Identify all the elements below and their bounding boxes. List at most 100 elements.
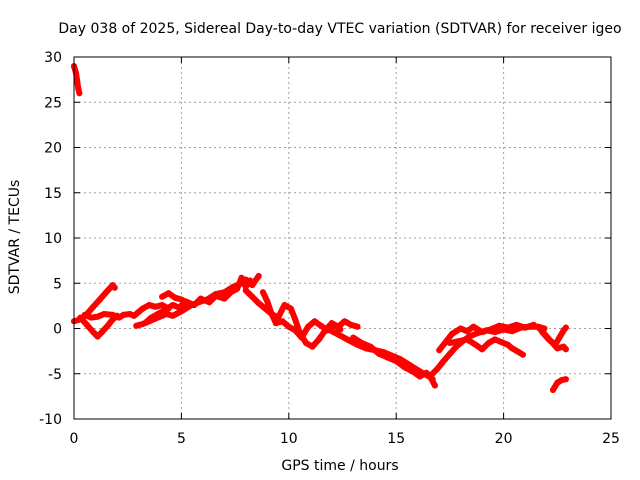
data-point — [292, 316, 299, 323]
data-point — [287, 305, 294, 312]
data-point — [281, 302, 288, 308]
data-point — [348, 321, 355, 328]
data-point — [401, 364, 408, 371]
data-point — [264, 298, 271, 305]
data-point — [446, 340, 453, 346]
y-tick-label: 20 — [44, 141, 62, 157]
data-point — [464, 336, 471, 343]
data-point — [305, 323, 312, 330]
data-point — [492, 336, 498, 343]
data-point — [75, 85, 82, 92]
data-point — [172, 294, 178, 301]
data-point — [464, 328, 471, 335]
data-point — [449, 330, 455, 337]
data-point — [184, 300, 191, 307]
data-point — [103, 289, 110, 296]
y-tick-label: 15 — [44, 186, 62, 202]
data-point — [545, 336, 552, 343]
data-point — [96, 296, 103, 303]
data-point — [139, 305, 146, 312]
data-point — [94, 313, 101, 320]
data-point — [169, 302, 176, 308]
data-point — [83, 321, 90, 328]
data-point — [330, 321, 337, 328]
data-point — [479, 329, 486, 336]
data-point — [479, 346, 486, 353]
data-point — [212, 292, 219, 299]
data-point — [515, 349, 522, 355]
data-point — [292, 327, 299, 334]
data-point — [535, 323, 541, 330]
data-point — [431, 382, 438, 389]
data-point — [165, 290, 172, 297]
data-point — [311, 318, 318, 325]
data-point — [393, 358, 400, 365]
data-point — [141, 320, 148, 327]
data-point — [109, 311, 116, 318]
x-tick-label: 20 — [495, 431, 513, 447]
data-point — [487, 326, 494, 333]
data-point — [416, 373, 423, 380]
y-tick-label: 5 — [53, 276, 62, 292]
data-point — [455, 338, 462, 345]
data-point — [504, 324, 511, 331]
data-point — [152, 303, 159, 310]
plot-border — [73, 56, 612, 420]
data-point — [146, 302, 153, 308]
data-point — [434, 366, 440, 373]
data-point — [221, 295, 228, 302]
x-tick-label: 15 — [387, 431, 405, 447]
data-point — [101, 311, 108, 317]
data-point — [562, 376, 569, 383]
y-tick-label: -5 — [48, 367, 62, 383]
data-point — [498, 339, 505, 346]
data-point — [111, 284, 118, 291]
data-point — [384, 354, 391, 361]
data-point — [260, 289, 266, 296]
data-point — [148, 314, 155, 321]
data-point — [423, 369, 430, 376]
data-point — [159, 302, 166, 308]
data-point — [556, 334, 563, 341]
data-point — [519, 351, 526, 358]
data-point — [513, 321, 520, 328]
data-point — [303, 340, 309, 346]
data-point — [410, 368, 417, 375]
data-point — [522, 324, 529, 331]
data-point — [98, 329, 105, 336]
data-point — [509, 345, 516, 352]
data-point — [337, 326, 344, 333]
data-point — [242, 287, 249, 294]
data-point — [496, 322, 503, 329]
data-point — [90, 303, 97, 310]
data-point — [472, 341, 479, 348]
data-point — [120, 311, 127, 318]
data-point — [285, 323, 292, 330]
data-point — [178, 296, 185, 303]
data-point — [350, 334, 357, 341]
data-point — [197, 295, 204, 302]
data-point — [268, 311, 275, 317]
data-point — [376, 350, 382, 357]
x-tick-label: 25 — [602, 431, 620, 447]
data-point — [358, 340, 365, 346]
data-point — [550, 387, 556, 393]
data-point — [249, 293, 256, 300]
data-point — [345, 337, 352, 344]
x-axis-label: GPS time / hours — [281, 458, 398, 474]
data-point — [562, 346, 569, 353]
data-point — [131, 312, 138, 319]
data-point — [133, 322, 140, 329]
data-point — [440, 358, 447, 365]
y-tick-label: 30 — [44, 50, 62, 66]
data-point — [446, 350, 453, 357]
y-tick-labels: -10 -5 0 5 10 15 20 25 30 — [39, 50, 62, 428]
data-point — [457, 325, 464, 332]
y-tick-label: 0 — [53, 322, 62, 338]
y-axis-label: SDTVAR / TECUs — [7, 180, 23, 295]
data-point — [255, 300, 262, 307]
data-point — [88, 314, 95, 321]
data-point — [485, 340, 492, 346]
data-point — [552, 341, 559, 348]
